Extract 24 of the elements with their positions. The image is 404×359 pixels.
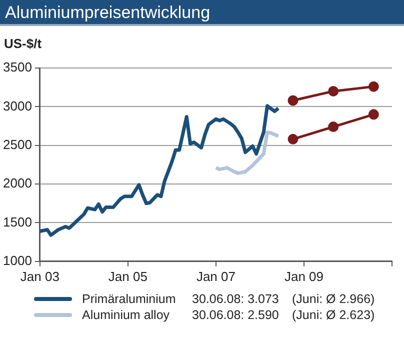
point	[368, 81, 379, 92]
x-tick-label: Jan 07	[196, 268, 236, 284]
text: (Juni: Ø 2.623)	[292, 308, 375, 322]
point	[368, 109, 379, 120]
legend-label: Primäraluminium	[82, 292, 177, 306]
text: 30.06.08: 3.073	[192, 292, 280, 306]
y-axis-title: US-$/t	[4, 36, 42, 51]
point	[288, 95, 298, 106]
x-tick-label: Jan 03	[20, 268, 60, 284]
y-tick-label: 1000	[3, 252, 32, 268]
point	[328, 122, 339, 132]
x-tick-label: Jan 05	[108, 268, 148, 284]
y-tick-label: 3500	[3, 60, 32, 75]
text: 30.06.08: 2.590	[192, 308, 280, 322]
y-tick-label: 1500	[3, 214, 32, 230]
y-tick-label: 2000	[3, 176, 32, 191]
y-tick-label: 2500	[3, 136, 32, 152]
chart-title: Aluminiumpreisentwicklung	[0, 0, 404, 26]
x-tick-label: Jan 09	[284, 268, 324, 284]
legend-label: Aluminium alloy	[82, 308, 171, 322]
y-tick-label: 3000	[3, 98, 32, 114]
point	[328, 86, 339, 96]
text: (Juni: Ø 2.966)	[292, 292, 375, 306]
point	[288, 134, 298, 144]
